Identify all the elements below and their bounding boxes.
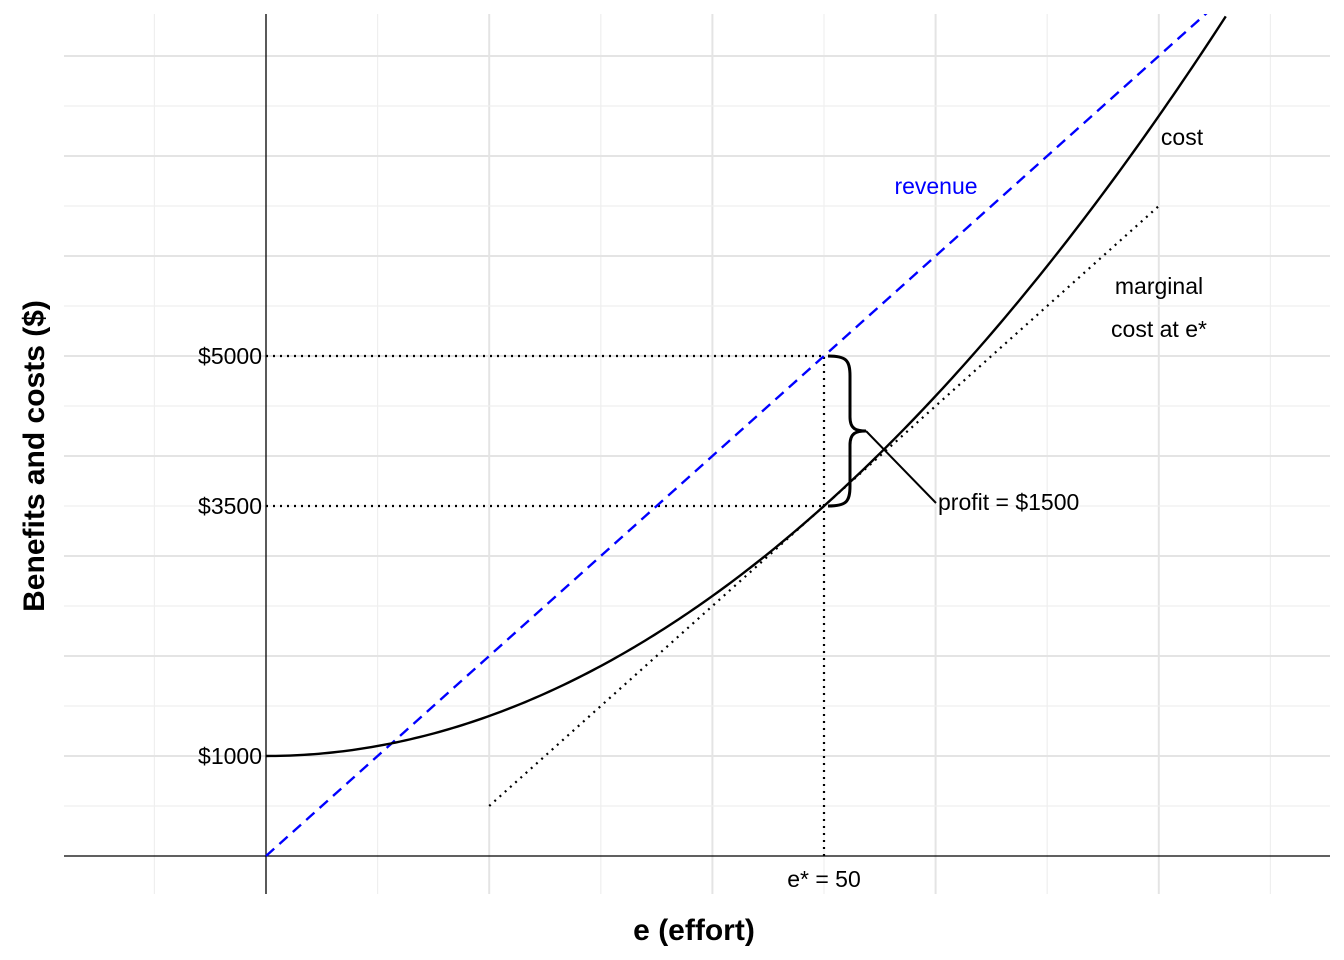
reference-lines (266, 354, 826, 856)
profit-brace (827, 354, 937, 508)
marginal-cost-line (488, 205, 1160, 807)
marginal-cost-label-line1: marginal (1115, 273, 1203, 299)
y-tick-label-5000: $5000 (198, 343, 262, 369)
y-tick-label-3500: $3500 (198, 493, 262, 519)
x-axis-title: e (effort) (633, 914, 755, 947)
y-tick-label-1000: $1000 (198, 743, 262, 769)
series-group (265, 14, 1227, 857)
profit-label: profit = $1500 (938, 489, 1079, 515)
revenue-label: revenue (894, 173, 977, 199)
x-tick-label-estar: e* = 50 (787, 866, 861, 892)
y-axis-title: Benefits and costs ($) (18, 300, 51, 612)
cost-label: cost (1161, 124, 1204, 150)
axes (64, 14, 1330, 894)
marginal-cost-label-line2: cost at e* (1111, 316, 1207, 342)
cost-curve (265, 15, 1227, 758)
profit-pointer-line (865, 430, 937, 504)
revenue-line (265, 14, 1208, 857)
